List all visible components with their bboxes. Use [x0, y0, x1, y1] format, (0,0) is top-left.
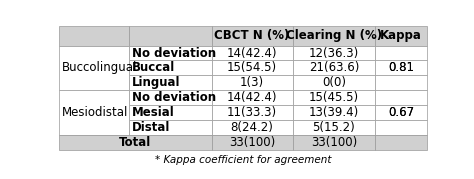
Bar — [375, 120, 427, 135]
Bar — [375, 135, 427, 150]
Text: 0.81: 0.81 — [388, 61, 414, 74]
Text: 14(42.4): 14(42.4) — [227, 47, 277, 60]
Bar — [129, 61, 212, 75]
Bar — [292, 90, 375, 105]
Text: Distal: Distal — [132, 121, 170, 134]
Bar — [292, 135, 375, 150]
Text: Total: Total — [119, 136, 152, 149]
Bar — [292, 75, 375, 90]
Text: 12(36.3): 12(36.3) — [309, 47, 359, 60]
Text: 0.81: 0.81 — [388, 61, 414, 74]
Bar — [59, 90, 129, 135]
Bar — [375, 75, 427, 90]
Bar — [129, 75, 212, 90]
Text: 15(54.5): 15(54.5) — [227, 61, 277, 74]
Text: 1(3): 1(3) — [240, 76, 264, 89]
Text: No deviation: No deviation — [132, 47, 216, 60]
Bar — [212, 75, 292, 90]
Text: Clearing N (%): Clearing N (%) — [286, 29, 382, 42]
Bar — [212, 26, 292, 46]
Bar — [212, 120, 292, 135]
Text: 21(63.6): 21(63.6) — [309, 61, 359, 74]
Bar — [129, 46, 212, 61]
Bar — [212, 105, 292, 120]
Text: Buccolingual: Buccolingual — [62, 61, 137, 74]
Text: No deviation: No deviation — [132, 91, 216, 104]
Text: Kappa: Kappa — [380, 29, 422, 42]
Bar — [129, 26, 212, 46]
Text: 0.67: 0.67 — [388, 106, 414, 119]
Bar — [375, 90, 427, 105]
Text: Mesial: Mesial — [132, 106, 175, 119]
Bar — [212, 135, 292, 150]
Text: 13(39.4): 13(39.4) — [309, 106, 359, 119]
Bar — [129, 105, 212, 120]
Bar — [212, 90, 292, 105]
Text: Buccal: Buccal — [132, 61, 175, 74]
Bar — [212, 61, 292, 75]
Text: 33(100): 33(100) — [311, 136, 357, 149]
Bar — [212, 46, 292, 61]
Text: Lingual: Lingual — [132, 76, 181, 89]
Text: 0.67: 0.67 — [388, 106, 414, 119]
Text: 33(100): 33(100) — [229, 136, 275, 149]
Text: 8(24.2): 8(24.2) — [231, 121, 273, 134]
Text: Mesiodistal: Mesiodistal — [62, 106, 128, 119]
Bar — [129, 120, 212, 135]
Bar — [59, 135, 212, 150]
Text: * Kappa coefficient for agreement: * Kappa coefficient for agreement — [155, 155, 331, 165]
Text: 11(33.3): 11(33.3) — [227, 106, 277, 119]
Text: 0(0): 0(0) — [322, 76, 346, 89]
Bar — [59, 46, 129, 90]
Bar — [375, 46, 427, 61]
Bar — [292, 105, 375, 120]
Bar — [292, 120, 375, 135]
Text: 5(15.2): 5(15.2) — [312, 121, 355, 134]
Text: CBCT N (%): CBCT N (%) — [214, 29, 290, 42]
Bar — [129, 90, 212, 105]
Bar — [375, 26, 427, 46]
Bar — [375, 61, 427, 75]
Bar — [292, 61, 375, 75]
Bar — [375, 105, 427, 120]
Text: 15(45.5): 15(45.5) — [309, 91, 359, 104]
Bar — [59, 26, 129, 46]
Text: 14(42.4): 14(42.4) — [227, 91, 277, 104]
Bar — [292, 46, 375, 61]
Bar — [292, 26, 375, 46]
